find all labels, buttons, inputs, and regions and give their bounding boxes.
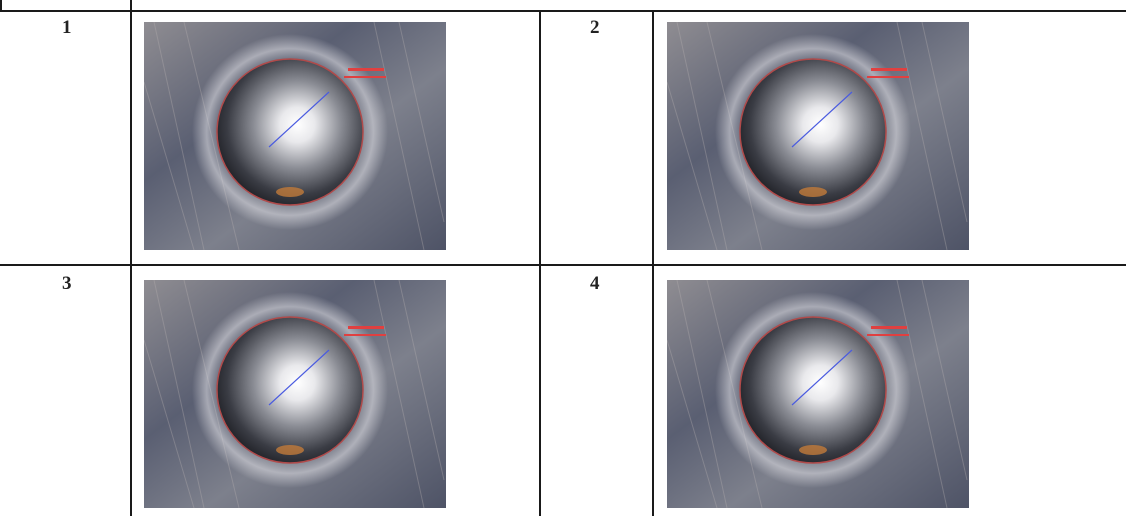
table-top-rule (0, 10, 1126, 12)
sample-number-2: 2 (590, 17, 600, 38)
sample-number-1: 1 (62, 17, 72, 38)
table-column-divider-2 (539, 10, 541, 516)
sample-number-4: 4 (590, 273, 600, 294)
sample-photo-2 (667, 22, 969, 250)
micrograph-circular-hole-icon (667, 280, 969, 508)
micrograph-circular-hole-icon (144, 22, 446, 250)
table-column-divider-3 (652, 10, 654, 516)
micrograph-circular-hole-icon (144, 280, 446, 508)
table-left-border (0, 0, 2, 12)
sample-number-3: 3 (62, 273, 72, 294)
micrograph-circular-hole-icon (667, 22, 969, 250)
table-row-divider (0, 264, 1126, 266)
sample-photo-4 (667, 280, 969, 508)
sample-photo-3 (144, 280, 446, 508)
sample-photo-1 (144, 22, 446, 250)
table-column-divider-1 (130, 0, 132, 516)
